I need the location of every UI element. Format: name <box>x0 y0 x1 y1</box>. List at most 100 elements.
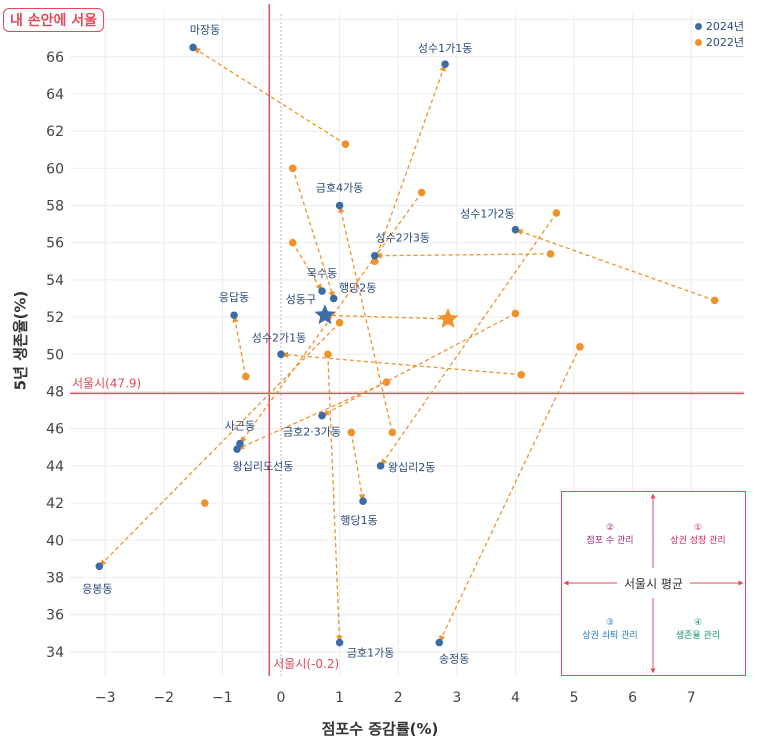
point-2024 <box>511 225 520 234</box>
x-tick-label: −1 <box>212 690 233 706</box>
point-2024 <box>435 638 444 647</box>
point-label: 옥수동 <box>307 267 337 280</box>
legend-label-2024: 2024년 <box>705 20 744 33</box>
legend-item-2024: 2024년 <box>694 18 744 34</box>
point-label: 성수1가2동 <box>460 208 514 221</box>
y-tick-label: 42 <box>46 496 64 512</box>
point-2024 <box>359 497 367 506</box>
point-2022 <box>370 257 379 266</box>
quadrant-bottom-left: ③ 상권 쇠퇴 관리 <box>570 617 650 643</box>
point-label: 성수2가1동 <box>252 331 306 344</box>
y-tick-label: 62 <box>46 124 64 140</box>
quadrant-top-left-num: ② <box>605 523 615 533</box>
quadrant-center-label: 서울시 평균 <box>623 577 683 591</box>
change-arrow <box>292 168 335 299</box>
point-2022 <box>546 250 555 258</box>
quadrant-guide-box: ② 점포 수 관리 ① 상권 성장 관리 서울시 평균 ③ 상권 쇠퇴 관리 ④… <box>561 491 746 676</box>
point-2024 <box>318 411 326 420</box>
x-tick-label: 2 <box>394 690 403 706</box>
quadrant-bottom-right: ④ 생존율 관리 <box>658 617 738 643</box>
quadrant-top-left-text: 점포 수 관리 <box>586 536 634 546</box>
point-label: 왕십리2동 <box>388 461 435 474</box>
quadrant-top-right-text: 상권 성장 관리 <box>670 536 726 546</box>
quadrant-bottom-right-num: ④ <box>693 618 703 628</box>
point-2024 <box>236 439 244 448</box>
point-2022 <box>417 188 426 197</box>
point-label: 응답동 <box>219 291 249 304</box>
legend-dot-2022 <box>694 38 702 46</box>
point-2024 <box>277 350 285 359</box>
y-tick-label: 64 <box>46 87 64 103</box>
y-axis-title: 5년 생존율(%) <box>11 290 30 391</box>
point-2022 <box>382 378 391 386</box>
change-arrow <box>321 312 516 417</box>
point-label: 마장동 <box>190 23 220 36</box>
point-label: 성동구 <box>286 293 316 306</box>
reference-label-horizontal: 서울시(47.9) <box>72 376 141 390</box>
point-2024-star <box>314 304 336 325</box>
point-label: 왕십리도선동 <box>233 460 294 473</box>
x-tick-label: 7 <box>687 690 696 706</box>
point-2024 <box>335 201 344 210</box>
change-arrow <box>338 205 393 433</box>
change-arrow <box>239 192 423 444</box>
x-tick-label: 5 <box>570 690 579 706</box>
quadrant-top-right-num: ① <box>693 523 703 533</box>
point-2024 <box>329 294 338 303</box>
y-tick-label: 66 <box>46 50 64 66</box>
point-2024 <box>376 462 385 470</box>
point-2022 <box>288 238 297 247</box>
change-arrow <box>350 432 365 502</box>
quadrant-arrows <box>563 493 744 674</box>
quadrant-bottom-left-text: 상권 쇠퇴 관리 <box>582 631 638 641</box>
point-label: 송정동 <box>439 653 469 666</box>
point-2024 <box>318 287 326 295</box>
y-tick-label: 60 <box>46 161 64 177</box>
point-label: 행당2동 <box>339 282 376 295</box>
x-tick-label: 1 <box>335 690 344 706</box>
point-2022 <box>288 164 297 173</box>
point-2022 <box>201 499 209 507</box>
change-arrow <box>438 346 581 643</box>
quadrant-top-left: ② 점포 수 관리 <box>570 522 650 548</box>
chart-legend: 2024년 2022년 <box>694 18 744 50</box>
point-label: 금호4가동 <box>316 182 363 195</box>
point-2024 <box>230 311 238 320</box>
point-2024 <box>189 43 197 52</box>
x-tick-label: −2 <box>153 690 174 706</box>
x-tick-label: −3 <box>95 690 116 706</box>
y-tick-label: 36 <box>46 608 64 624</box>
point-label: 응봉동 <box>82 582 112 595</box>
x-tick-label: 3 <box>452 690 461 706</box>
change-arrow <box>327 354 343 643</box>
x-tick-label: 6 <box>628 690 637 706</box>
change-arrow <box>236 381 387 450</box>
y-tick-label: 48 <box>46 384 64 400</box>
y-tick-label: 34 <box>46 645 64 661</box>
quadrant-top-right: ① 상권 성장 관리 <box>658 522 738 548</box>
point-label: 행당1동 <box>340 514 377 527</box>
quadrant-bottom-right-text: 생존율 관리 <box>675 631 721 641</box>
change-arrow <box>292 242 323 292</box>
point-2022 <box>388 428 397 437</box>
change-arrow <box>280 351 522 376</box>
change-arrow <box>192 46 346 145</box>
y-tick-label: 52 <box>46 310 64 326</box>
change-arrow <box>374 252 551 259</box>
quadrant-bottom-left-num: ③ <box>605 618 615 628</box>
legend-dot-2024 <box>694 22 702 30</box>
point-label: 금호1가동 <box>347 647 394 660</box>
point-2022 <box>335 318 344 327</box>
point-label: 사근동 <box>225 420 255 433</box>
point-2024 <box>95 562 104 571</box>
y-tick-label: 44 <box>46 459 64 475</box>
point-label: 금호2·3가동 <box>283 426 341 439</box>
legend-item-2022: 2022년 <box>694 34 744 50</box>
point-2022-star <box>437 308 459 328</box>
point-2022 <box>576 343 584 351</box>
y-tick-label: 54 <box>46 273 64 289</box>
point-2024 <box>370 251 379 260</box>
point-2024 <box>441 60 449 69</box>
